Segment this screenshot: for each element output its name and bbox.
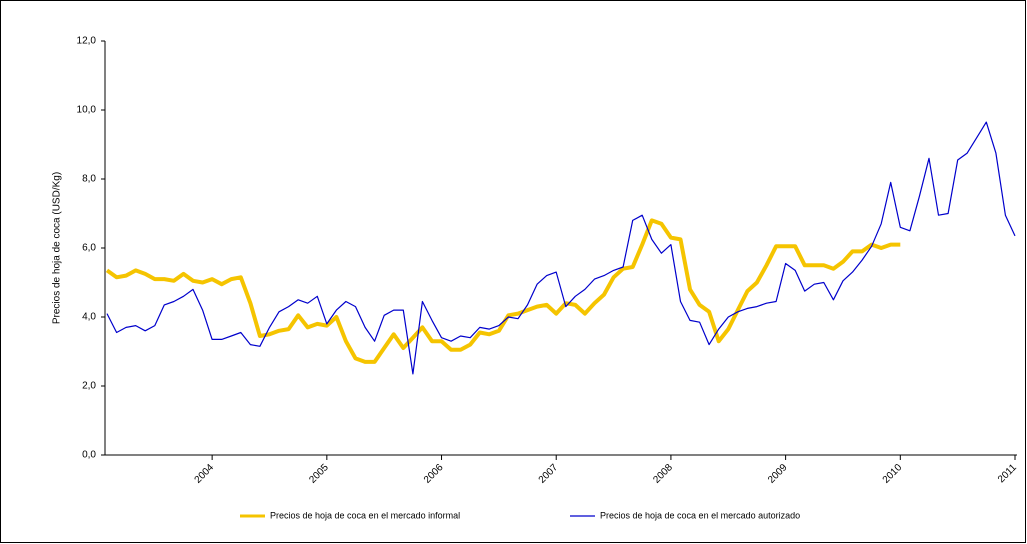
y-tick-label: 10,0 [77, 105, 97, 116]
y-tick-label: 12,0 [77, 36, 97, 47]
y-axis-label: Precios de hoja de coca (USD/Kg) [52, 172, 63, 324]
y-tick-label: 6,0 [82, 243, 96, 254]
y-tick-label: 0,0 [82, 450, 96, 461]
series-line [105, 218, 901, 364]
legend-label: Precios de hoja de coca en el mercado in… [270, 510, 460, 520]
legend-label: Precios de hoja de coca en el mercado au… [600, 510, 800, 520]
y-tick-label: 2,0 [82, 381, 96, 392]
y-tick-label: 8,0 [82, 174, 96, 185]
y-tick-label: 4,0 [82, 312, 96, 323]
series-line [106, 121, 1016, 375]
